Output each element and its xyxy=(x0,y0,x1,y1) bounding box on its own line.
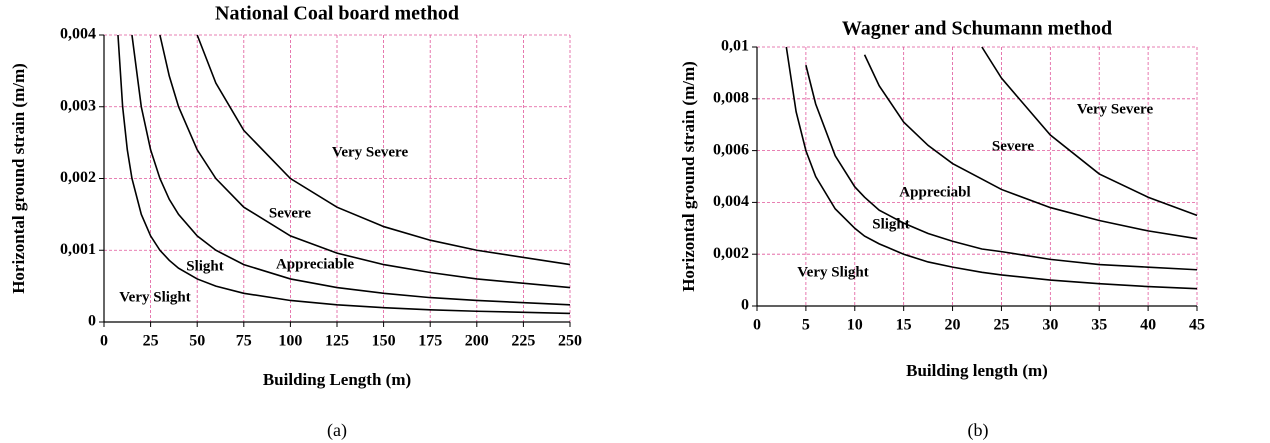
x-tick-label: 25 xyxy=(143,333,159,350)
curve xyxy=(131,34,571,306)
x-tick-label: 50 xyxy=(189,333,205,350)
x-axis-label: Building Length (m) xyxy=(263,370,411,389)
annotation: Slight xyxy=(186,258,224,274)
annotation: Severe xyxy=(269,205,312,221)
y-tick-label: 0,002 xyxy=(60,169,96,186)
caption: (a) xyxy=(327,420,347,441)
annotation: Very Slight xyxy=(797,264,869,280)
y-tick-label: 0,002 xyxy=(713,245,749,262)
x-tick-label: 40 xyxy=(1140,317,1156,334)
x-tick-label: 250 xyxy=(558,333,582,350)
x-tick-label: 25 xyxy=(993,317,1009,334)
x-tick-label: 125 xyxy=(325,333,349,350)
x-tick-label: 175 xyxy=(418,333,442,350)
y-tick-label: 0,006 xyxy=(713,141,749,158)
x-tick-label: 30 xyxy=(1042,317,1058,334)
annotation: Very Slight xyxy=(119,289,191,305)
x-tick-label: 200 xyxy=(465,333,489,350)
x-tick-label: 100 xyxy=(278,333,302,350)
y-tick-label: 0 xyxy=(88,313,96,330)
x-tick-label: 5 xyxy=(802,317,810,334)
x-axis-label: Building length (m) xyxy=(906,361,1048,380)
x-tick-label: 0 xyxy=(753,317,761,334)
y-tick-label: 0,001 xyxy=(60,241,96,258)
x-tick-label: 225 xyxy=(511,333,535,350)
curve xyxy=(117,34,571,315)
curve xyxy=(159,34,571,289)
x-tick-label: 0 xyxy=(100,333,108,350)
annotation: Severe xyxy=(992,138,1035,154)
x-tick-label: 20 xyxy=(945,317,961,334)
x-tick-label: 35 xyxy=(1091,317,1107,334)
annotation: Appreciabl xyxy=(899,184,970,200)
annotation: Very Severe xyxy=(332,144,409,160)
caption: (b) xyxy=(968,420,989,441)
annotation: Very Severe xyxy=(1077,101,1154,117)
chart-title: Wagner and Schumann method xyxy=(842,18,1112,40)
x-tick-label: 10 xyxy=(847,317,863,334)
curve xyxy=(785,46,1198,290)
curve xyxy=(981,46,1198,217)
curve xyxy=(196,34,571,266)
y-tick-label: 0,008 xyxy=(713,89,749,106)
y-tick-label: 0,003 xyxy=(60,97,96,114)
chart-title: National Coal board method xyxy=(215,3,459,25)
curve xyxy=(863,54,1198,240)
x-tick-label: 15 xyxy=(896,317,912,334)
y-tick-label: 0,01 xyxy=(721,38,749,55)
curve xyxy=(805,64,1198,271)
x-tick-label: 150 xyxy=(372,333,396,350)
annotation: Appreciable xyxy=(276,256,354,272)
y-axis-label: Horizontal ground strain (m/m) xyxy=(679,61,698,292)
x-tick-label: 75 xyxy=(236,333,252,350)
annotation: Slight xyxy=(872,216,910,232)
y-axis-label: Horizontal ground strain (m/m) xyxy=(9,63,28,294)
x-tick-label: 45 xyxy=(1189,317,1205,334)
y-tick-label: 0,004 xyxy=(60,26,96,43)
y-tick-label: 0,004 xyxy=(713,193,749,210)
y-tick-label: 0 xyxy=(741,297,749,314)
